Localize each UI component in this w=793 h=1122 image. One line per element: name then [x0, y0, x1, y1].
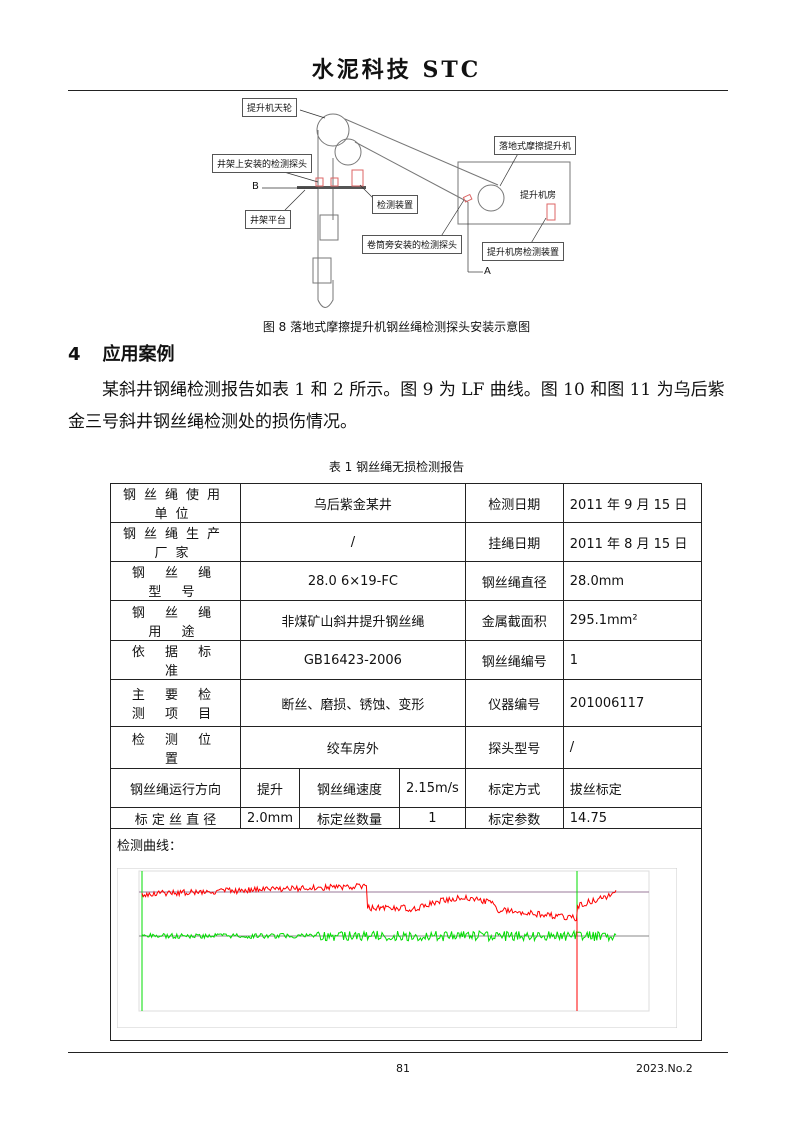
section-title: 应用案例	[102, 344, 175, 365]
cell: 2.15m/s	[399, 768, 466, 808]
body-paragraph: 某斜井钢绳检测报告如表 1 和 2 所示。图 9 为 LF 曲线。图 10 和图…	[68, 380, 725, 432]
cell: 断丝、磨损、锈蚀、变形	[240, 679, 466, 727]
cell: 仪器编号	[464, 679, 564, 727]
table-row: 主 要 检 测 项 目断丝、磨损、锈蚀、变形 仪器编号 201006117	[110, 679, 702, 727]
table-row: 钢 丝 绳 用 途非煤矿山斜井提升钢丝绳 金属截面积 295.1mm²	[110, 600, 702, 641]
cell: 探头型号	[464, 726, 564, 769]
figure-8-diagram: 提升机天轮 井架上安装的检测探头 B 井架平台 检测装置 落地式摩擦提升机 提升…	[200, 90, 580, 320]
friction-hoist-drum	[477, 184, 505, 212]
cell: 2.0mm	[239, 807, 301, 829]
label-a: A	[484, 266, 491, 277]
la-curve	[141, 929, 617, 943]
table-row: 钢丝绳使用单位 乌后紫金某井 检测日期 2011 年 9 月 15 日	[110, 483, 702, 523]
cell: 金属截面积	[464, 600, 564, 641]
cell: 295.1mm²	[562, 600, 702, 641]
cell: 28.0 6×19-FC	[240, 561, 466, 601]
cell: 14.75	[562, 807, 702, 829]
cell: 非煤矿山斜井提升钢丝绳	[240, 600, 466, 641]
cell: /	[240, 522, 466, 562]
cell: 乌后紫金某井	[240, 483, 466, 523]
cell: 钢丝绳直径	[464, 561, 564, 601]
cell: 钢丝绳运行方向	[110, 768, 241, 808]
label-hoist: 落地式摩擦提升机	[494, 136, 577, 155]
cell: 依 据 标 准	[110, 640, 241, 680]
label-room: 提升机房	[520, 191, 557, 201]
journal-header: 水泥科技 STC	[311, 57, 482, 83]
cell: 28.0mm	[562, 561, 702, 601]
cell: 钢丝绳速度	[299, 768, 401, 808]
table-row: 钢丝绳生产厂家 / 挂绳日期 2011 年 8 月 15 日	[110, 522, 702, 562]
table-caption: 表 1 钢丝绳无损检测报告	[328, 460, 465, 474]
cell: 1	[562, 640, 702, 680]
cell: 提升	[239, 768, 301, 808]
page-number: 81	[396, 1062, 410, 1075]
sheave-1	[316, 113, 350, 147]
label-room-device: 提升机房检测装置	[482, 242, 565, 261]
cell: /	[562, 726, 702, 769]
table-row: 标 定 丝 直 径 2.0mm 标定丝数量 1 标定参数 14.75	[110, 807, 702, 829]
cell: 标定参数	[464, 807, 564, 829]
cell: 标定丝数量	[299, 807, 401, 829]
label-sheave: 提升机天轮	[242, 98, 298, 117]
cell: GB16423-2006	[240, 640, 466, 680]
cell: 标定方式	[464, 768, 564, 808]
plot-area	[138, 870, 650, 1012]
label-probe-drum: 卷筒旁安装的检测探头	[362, 235, 463, 254]
cell: 201006117	[562, 679, 702, 727]
cell: 钢丝绳编号	[464, 640, 564, 680]
cell: 钢 丝 绳 型 号	[110, 561, 241, 601]
cell: 挂绳日期	[464, 522, 564, 562]
cell: 标 定 丝 直 径	[110, 807, 241, 829]
label-probe-headframe: 井架上安装的检测探头	[212, 154, 313, 173]
cell: 绞车房外	[240, 726, 466, 769]
cell: 1	[399, 807, 466, 829]
hoist-room	[457, 161, 571, 225]
cell: 钢丝绳生产厂家	[110, 522, 241, 562]
table-row: 钢 丝 绳 型 号 28.0 6×19-FC 钢丝绳直径 28.0mm	[110, 561, 702, 601]
figure-caption: 图 8 落地式摩擦提升机钢丝绳检测探头安装示意图	[262, 320, 531, 334]
inspection-report-table: 钢丝绳使用单位 乌后紫金某井 检测日期 2011 年 9 月 15 日钢丝绳生产厂家 /…	[110, 483, 702, 1041]
footer-rule	[68, 1052, 728, 1053]
chart-frame	[116, 867, 678, 1029]
table-row: 依 据 标 准 GB16423-2006 钢丝绳编号 1	[110, 640, 702, 680]
cell: 拔丝标定	[562, 768, 702, 808]
cell: 主 要 检 测 项 目	[110, 679, 241, 727]
header-rule	[68, 90, 728, 91]
section-heading: 4 应用案例	[68, 340, 197, 366]
cell: 钢 丝 绳 用 途	[110, 600, 241, 641]
table-row: 检 测 位 置绞车房外 探头型号 /	[110, 726, 702, 769]
curve-label: 检测曲线：	[117, 839, 183, 854]
issue-number: 2023.No.2	[636, 1062, 693, 1075]
section-number: 4	[68, 344, 81, 365]
sheave-2	[334, 138, 362, 166]
table-row: 钢丝绳运行方向 提升 钢丝绳速度 2.15m/s 标定方式 拔丝标定	[110, 768, 702, 808]
cell: 检 测 位 置	[110, 726, 241, 769]
cell: 2011 年 8 月 15 日	[562, 522, 702, 562]
label-platform: 井架平台	[245, 210, 292, 229]
table-row-curve: 检测曲线：	[110, 828, 702, 1041]
cell: 2011 年 9 月 15 日	[562, 483, 702, 523]
cell: 钢丝绳使用单位	[110, 483, 241, 523]
lf-curve	[141, 882, 617, 922]
cell: 检测日期	[464, 483, 564, 523]
label-b: B	[252, 181, 259, 192]
label-device: 检测装置	[372, 195, 419, 214]
lf-curve-chart	[116, 867, 678, 1029]
curve-cell: 检测曲线：	[110, 828, 702, 1041]
